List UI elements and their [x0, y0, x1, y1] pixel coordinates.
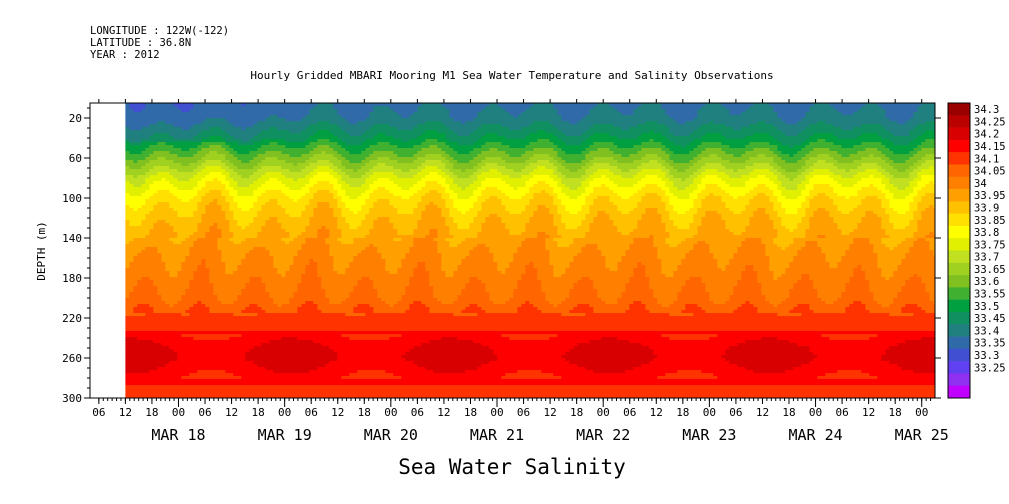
header-block: LONGITUDE : 122W(-122) LATITUDE : 36.8N …	[90, 25, 229, 61]
latitude-label: LATITUDE : 36.8N	[90, 37, 191, 49]
year-label: YEAR : 2012	[90, 49, 160, 61]
longitude-label: LONGITUDE : 122W(-122)	[90, 25, 229, 37]
chart-title: Hourly Gridded MBARI Mooring M1 Sea Wate…	[250, 69, 773, 82]
salinity-field	[90, 103, 938, 401]
plot-area	[90, 103, 938, 401]
